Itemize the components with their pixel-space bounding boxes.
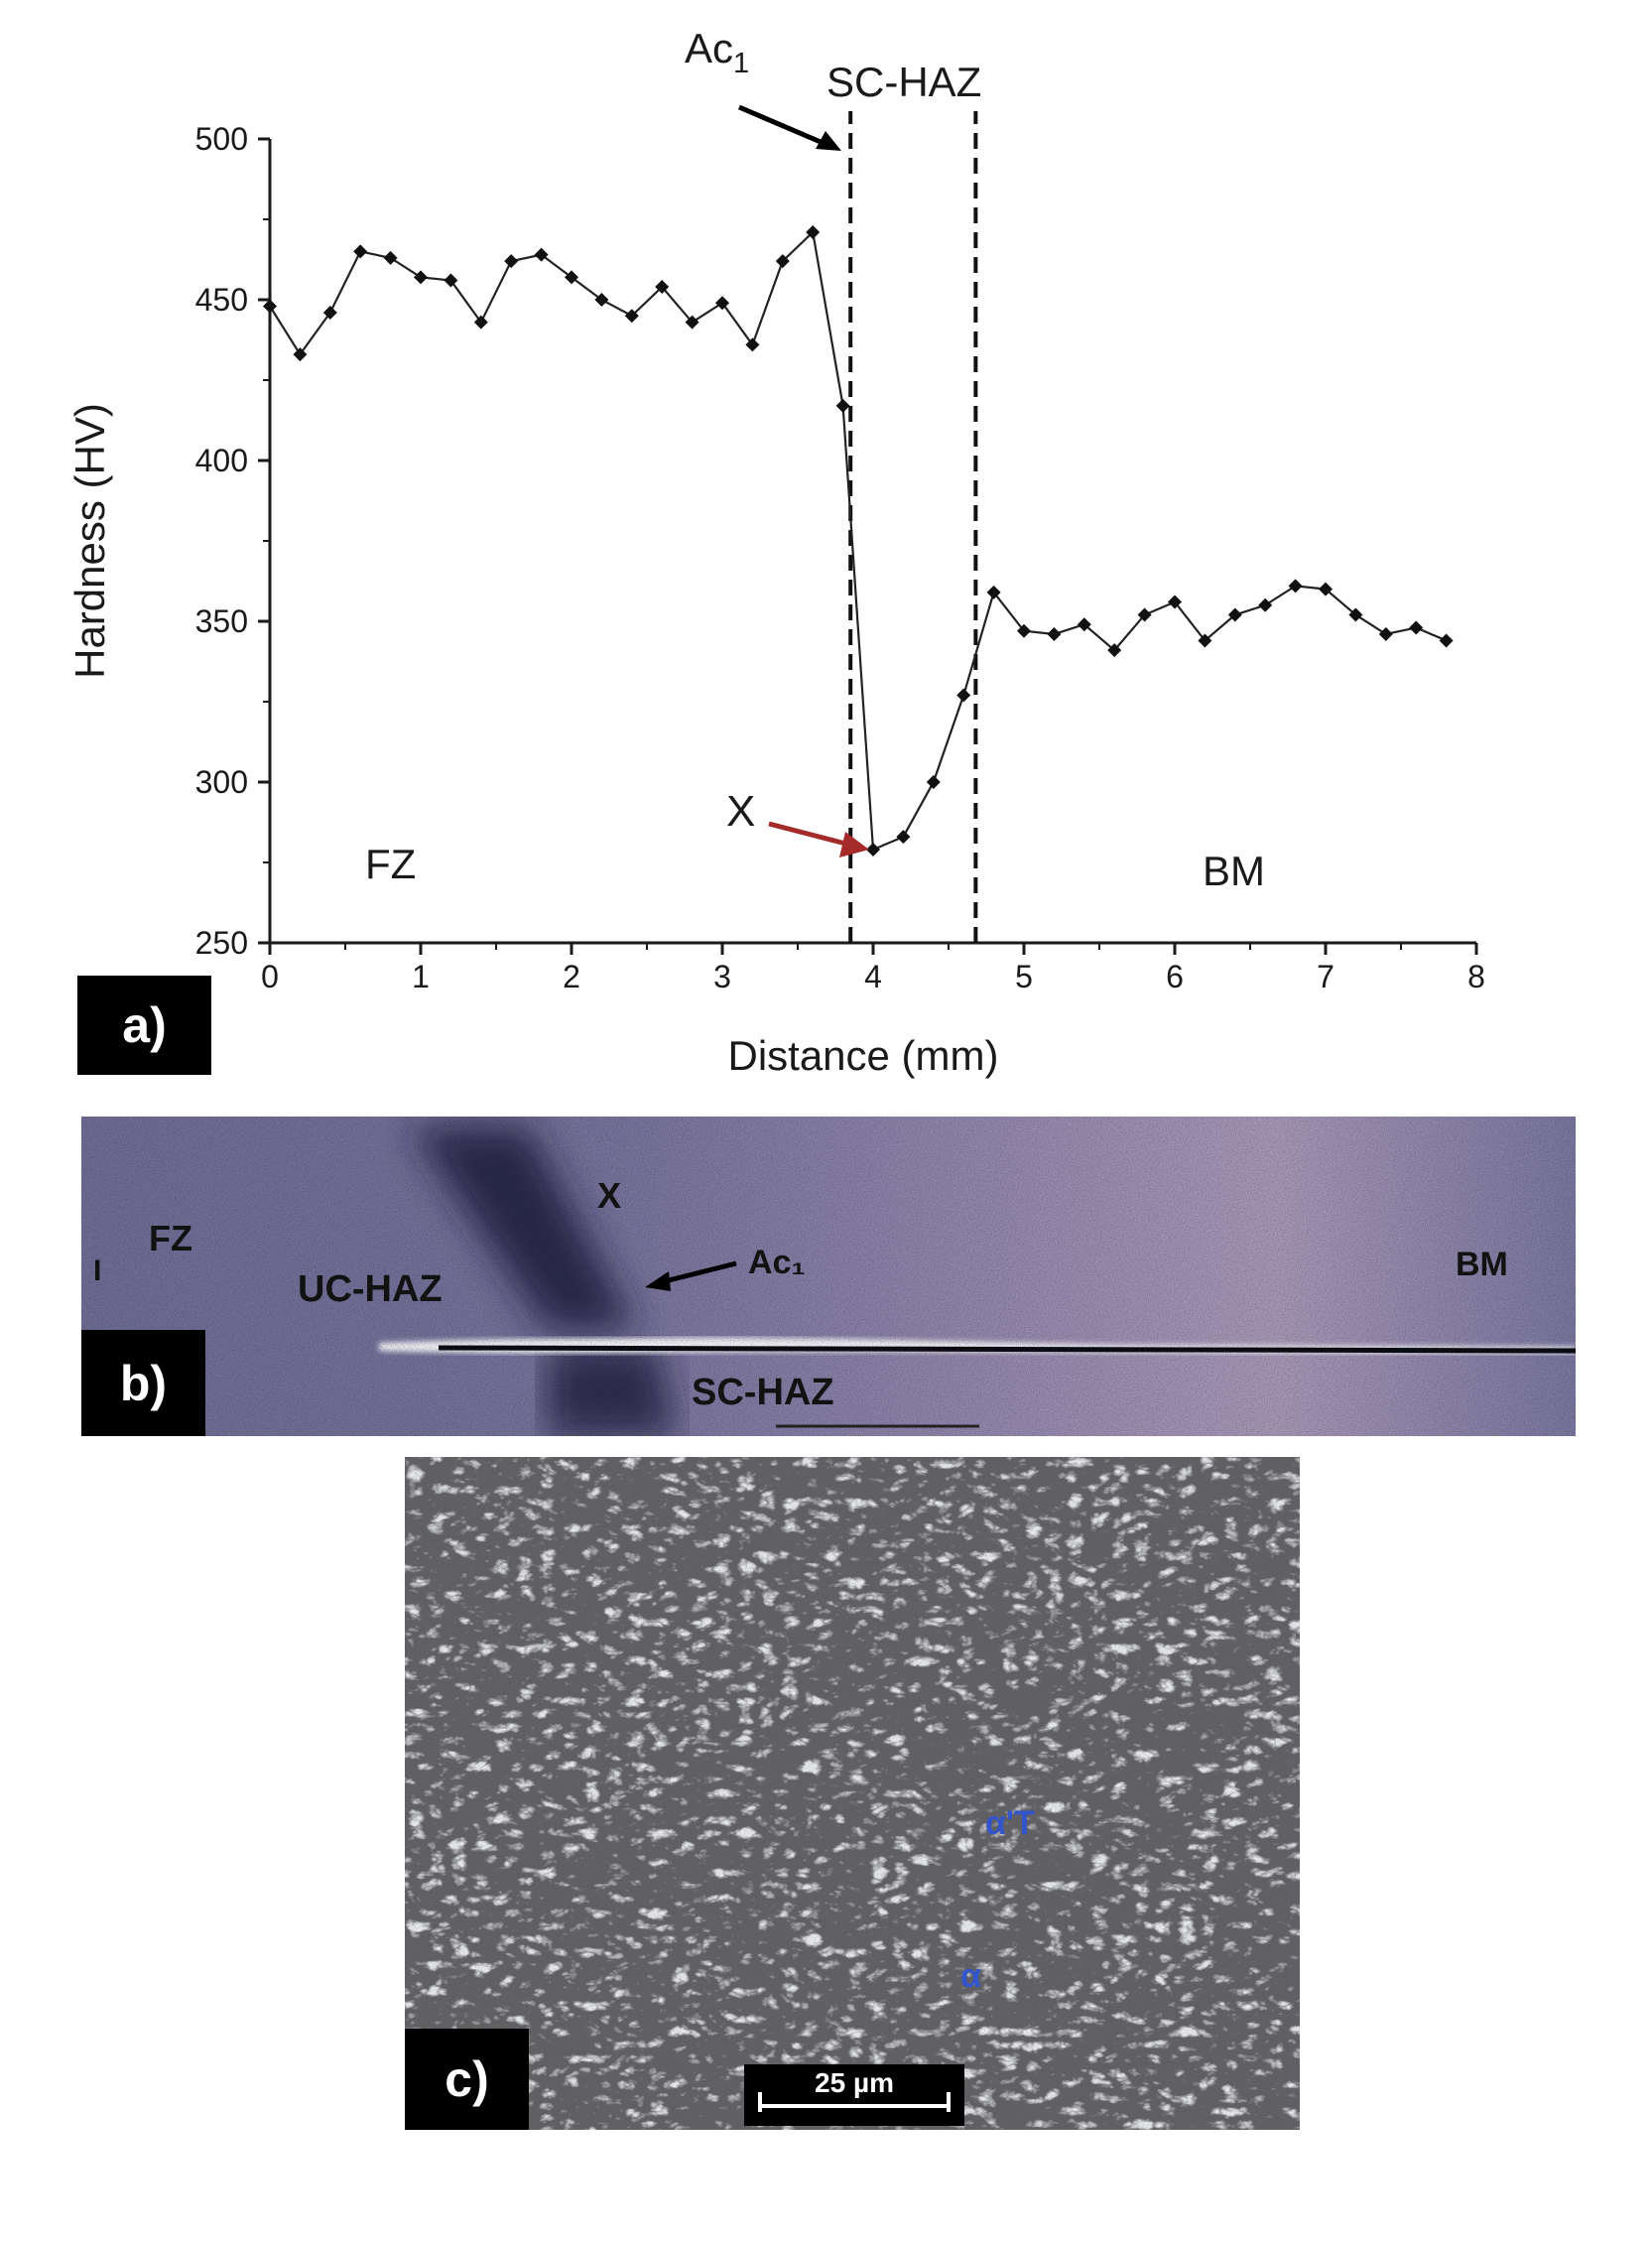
- data-point: [956, 688, 971, 703]
- data-point: [866, 843, 880, 858]
- data-point: [655, 280, 670, 295]
- data-point: [1439, 633, 1454, 648]
- annotation-bm: BM: [1203, 848, 1265, 894]
- micro-b-ac1: Ac₁: [748, 1244, 806, 1281]
- data-point: [1168, 594, 1182, 609]
- data-point: [715, 296, 729, 311]
- data-point: [1319, 582, 1333, 596]
- x-arrowhead: [839, 832, 869, 858]
- data-point: [624, 309, 639, 324]
- data-point: [926, 775, 941, 789]
- y-tick-label: 400: [195, 443, 248, 478]
- micro-b-uc-haz: UC-HAZ: [298, 1268, 443, 1310]
- data-point: [1107, 643, 1122, 658]
- data-point: [1077, 617, 1091, 632]
- data-point: [534, 247, 549, 262]
- data-point: [1047, 626, 1062, 641]
- x-tick-label: 5: [1015, 959, 1033, 994]
- y-tick-label: 450: [195, 282, 248, 318]
- annotation-x-mark: X: [726, 787, 755, 836]
- x-arrow: [768, 821, 854, 849]
- y-axis-label: Hardness (HV): [66, 403, 113, 679]
- data-point: [1017, 623, 1031, 638]
- x-tick-label: 0: [261, 959, 279, 994]
- x-tick-label: 1: [412, 959, 430, 994]
- micro-fine-texture: [405, 1457, 1300, 2130]
- data-point: [1288, 579, 1303, 594]
- y-tick-label: 250: [195, 925, 248, 961]
- data-point: [745, 337, 760, 352]
- data-point: [444, 273, 458, 288]
- micro-b-bm: BM: [1456, 1246, 1508, 1283]
- x-tick-label: 3: [713, 959, 731, 994]
- data-point: [414, 270, 428, 285]
- data-point: [775, 254, 790, 269]
- data-point: [263, 299, 277, 314]
- data-point: [896, 830, 911, 845]
- panel-label-a: a): [77, 976, 211, 1075]
- panel-label-c: c): [405, 2029, 529, 2130]
- ac1-arrow: [656, 1260, 737, 1286]
- x-axis-label: Distance (mm): [727, 1032, 998, 1079]
- data-point: [1348, 607, 1363, 622]
- data-point: [293, 347, 308, 362]
- data-point: [1409, 620, 1424, 635]
- annotation-fz: FZ: [365, 841, 416, 887]
- hardness-line: [269, 229, 1448, 852]
- x-tick-label: 7: [1317, 959, 1334, 994]
- micro-b-sc-haz: SC-HAZ: [692, 1372, 834, 1413]
- scale-bar-box: [744, 2064, 964, 2126]
- ac1-arrowhead: [816, 131, 841, 151]
- x-tick-label: 4: [864, 959, 882, 994]
- ac1-arrowhead: [645, 1271, 671, 1291]
- data-point: [565, 270, 578, 285]
- annotation-sc-haz: SC-HAZ: [826, 59, 981, 105]
- plot-layer: 0 1 2 3 4 5 6 7 8 250 300 350 400 450 500: [195, 104, 1485, 994]
- data-point: [1227, 607, 1242, 622]
- weld-macrograph: I FZ UC-HAZ X Ac₁ BM SC-HAZ: [81, 1117, 1576, 1436]
- data-point: [835, 398, 850, 413]
- scale-bar-label: 25 µm: [815, 2067, 894, 2098]
- data-point: [594, 293, 609, 307]
- data-point: [1198, 633, 1212, 648]
- annotation-ac1: Ac1: [685, 25, 749, 79]
- microstructure-image: α'T α 25 µm: [405, 1457, 1300, 2130]
- ac1-arrow: [738, 104, 828, 148]
- data-point: [986, 585, 1001, 599]
- x-tick-label: 8: [1467, 959, 1485, 994]
- data-point: [473, 315, 488, 330]
- micro-c-alpha-t: α'T: [985, 1804, 1035, 1842]
- macro-grain: [81, 1117, 1576, 1436]
- data-point: [353, 244, 368, 259]
- data-point: [1258, 597, 1273, 612]
- data-point: [322, 305, 337, 320]
- x-tick-label: 6: [1166, 959, 1184, 994]
- data-point: [806, 224, 821, 239]
- data-point: [383, 250, 398, 265]
- y-tick-label: 300: [195, 764, 248, 800]
- x-tick-label: 2: [563, 959, 580, 994]
- panel-label-b: b): [81, 1330, 205, 1436]
- micro-b-x-mark: X: [597, 1175, 621, 1216]
- data-point: [1378, 626, 1393, 641]
- y-tick-label: 500: [195, 121, 248, 157]
- y-tick-label: 350: [195, 603, 248, 639]
- micro-c-alpha: α: [960, 1957, 981, 1995]
- micro-b-fz: FZ: [149, 1218, 192, 1258]
- data-point: [1137, 607, 1152, 622]
- data-point: [685, 315, 699, 330]
- data-point: [504, 254, 519, 269]
- micro-b-edge-mark: I: [93, 1254, 101, 1287]
- hardness-chart: 0 1 2 3 4 5 6 7 8 250 300 350 400 450 500 Ac1 SC-HAZ X…: [66, 25, 1485, 1079]
